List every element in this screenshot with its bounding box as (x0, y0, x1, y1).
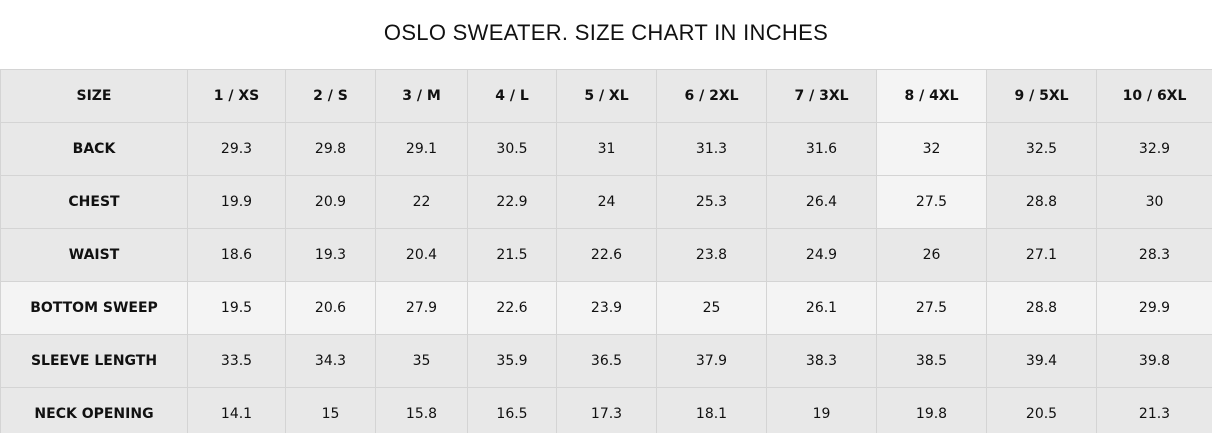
cell: 30 (1096, 175, 1212, 229)
cell: 35 (375, 334, 468, 388)
cell: 31 (556, 122, 657, 176)
cell: 39.4 (986, 334, 1097, 388)
cell: 20.9 (285, 175, 376, 229)
cell: 22 (375, 175, 468, 229)
header-cell: 10 / 6XL (1096, 69, 1212, 123)
cell: 18.6 (187, 228, 286, 282)
row-label: BACK (0, 122, 188, 176)
table-row: BACK 29.3 29.8 29.1 30.5 31 31.3 31.6 32 32.5 32.9 (0, 122, 1212, 176)
cell: 15 (285, 387, 376, 433)
cell: 19.3 (285, 228, 376, 282)
cell: 20.4 (375, 228, 468, 282)
cell: 19.5 (187, 281, 286, 335)
row-label: SLEEVE LENGTH (0, 334, 188, 388)
cell: 38.3 (766, 334, 877, 388)
table-row: BOTTOM SWEEP 19.5 20.6 27.9 22.6 23.9 25 26.1 27… (0, 281, 1212, 335)
cell: 27.5 (876, 175, 987, 229)
cell: 19 (766, 387, 877, 433)
cell: 28.3 (1096, 228, 1212, 282)
cell: 27.9 (375, 281, 468, 335)
cell: 26.1 (766, 281, 877, 335)
row-label: NECK OPENING (0, 387, 188, 433)
header-cell: 7 / 3XL (766, 69, 877, 123)
cell: 19.8 (876, 387, 987, 433)
cell: 29.1 (375, 122, 468, 176)
cell: 33.5 (187, 334, 286, 388)
cell: 26 (876, 228, 987, 282)
cell: 19.9 (187, 175, 286, 229)
header-cell: 2 / S (285, 69, 376, 123)
cell: 28.8 (986, 281, 1097, 335)
cell: 24.9 (766, 228, 877, 282)
cell: 22.6 (556, 228, 657, 282)
header-cell: 5 / XL (556, 69, 657, 123)
header-cell: 4 / L (467, 69, 557, 123)
title: OSLO SWEATER. SIZE CHART IN INCHES (383, 20, 829, 45)
table-row: WAIST 18.6 19.3 20.4 21.5 22.6 23.8 24.9 26 27.1 2… (0, 228, 1212, 282)
header-cell: 9 / 5XL (986, 69, 1097, 123)
header-cell: 3 / M (375, 69, 468, 123)
cell: 39.8 (1096, 334, 1212, 388)
table-row: SLEEVE LENGTH 33.5 34.3 35 35.9 36.5 37.9 38.3 3… (0, 334, 1212, 388)
cell: 34.3 (285, 334, 376, 388)
cell: 32.5 (986, 122, 1097, 176)
cell: 29.3 (187, 122, 286, 176)
cell: 31.3 (656, 122, 767, 176)
cell: 38.5 (876, 334, 987, 388)
cell: 23.8 (656, 228, 767, 282)
cell: 24 (556, 175, 657, 229)
row-label: CHEST (0, 175, 188, 229)
cell: 18.1 (656, 387, 767, 433)
row-label: WAIST (0, 228, 188, 282)
cell: 29.9 (1096, 281, 1212, 335)
cell: 22.9 (467, 175, 557, 229)
cell: 25 (656, 281, 767, 335)
cell: 26.4 (766, 175, 877, 229)
cell: 21.5 (467, 228, 557, 282)
header-cell: 8 / 4XL (876, 69, 987, 123)
cell: 20.5 (986, 387, 1097, 433)
cell: 29.8 (285, 122, 376, 176)
cell: 37.9 (656, 334, 767, 388)
cell: 27.5 (876, 281, 987, 335)
cell: 16.5 (467, 387, 557, 433)
cell: 23.9 (556, 281, 657, 335)
cell: 32.9 (1096, 122, 1212, 176)
cell: 25.3 (656, 175, 767, 229)
cell: 20.6 (285, 281, 376, 335)
cell: 17.3 (556, 387, 657, 433)
cell: 14.1 (187, 387, 286, 433)
table-row: NECK OPENING 14.1 15 15.8 16.5 17.3 18.1 19 19.8… (0, 387, 1212, 433)
cell: 21.3 (1096, 387, 1212, 433)
cell: 30.5 (467, 122, 557, 176)
row-label: BOTTOM SWEEP (0, 281, 188, 335)
table-row: CHEST 19.9 20.9 22 22.9 24 25.3 26.4 27.5 28.8 30 (0, 175, 1212, 229)
cell: 31.6 (766, 122, 877, 176)
cell: 28.8 (986, 175, 1097, 229)
cell: 36.5 (556, 334, 657, 388)
header-cell: 6 / 2XL (656, 69, 767, 123)
cell: 27.1 (986, 228, 1097, 282)
header-cell: 1 / XS (187, 69, 286, 123)
cell: 22.6 (467, 281, 557, 335)
cell: 15.8 (375, 387, 468, 433)
cell: 35.9 (467, 334, 557, 388)
header-cell: SIZE (0, 69, 188, 123)
cell: 32 (876, 122, 987, 176)
